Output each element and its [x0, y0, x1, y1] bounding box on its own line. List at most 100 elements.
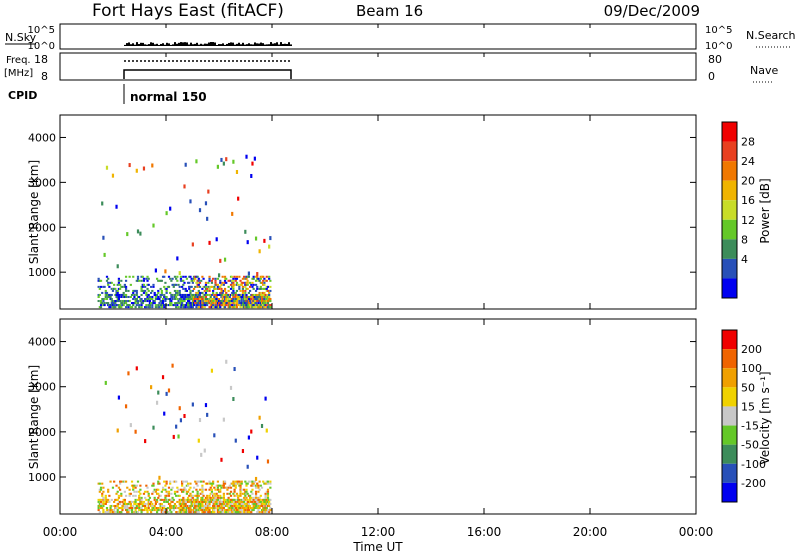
range-cell [258, 279, 261, 282]
range-cell [240, 482, 243, 485]
range-cell [231, 279, 234, 282]
range-cell [153, 496, 156, 499]
range-cell [145, 297, 148, 301]
range-cell [170, 492, 173, 495]
range-cell [148, 295, 152, 298]
colorbar-swatch [722, 463, 737, 483]
y-tick-label: 2000 [28, 221, 56, 234]
range-cell [265, 504, 268, 508]
range-cell [139, 231, 142, 236]
range-cell [198, 488, 202, 491]
range-cell [157, 390, 160, 395]
range-cell [239, 486, 242, 489]
range-cell [234, 507, 237, 510]
range-cell [164, 269, 167, 274]
range-cell [227, 279, 230, 282]
range-cell [245, 295, 248, 298]
range-cell [152, 507, 155, 510]
range-cell [99, 304, 103, 307]
range-cell [226, 498, 229, 501]
range-cell [208, 275, 211, 278]
range-cell [200, 507, 203, 510]
range-cell [102, 304, 105, 307]
nsky-panel: N.Sky 10^5 10^0 10^5 10^0 N.Search [5, 23, 796, 52]
range-cell [188, 287, 191, 290]
range-cell [206, 482, 209, 485]
range-cell [169, 504, 172, 508]
range-cell [263, 509, 266, 512]
range-cell [102, 300, 105, 303]
range-cell [257, 306, 260, 309]
range-cell [214, 297, 217, 301]
range-cell [209, 306, 212, 309]
range-cell [266, 302, 270, 305]
range-cell [124, 509, 128, 512]
range-cell [234, 482, 237, 485]
range-cell [254, 492, 258, 495]
range-cell [110, 302, 113, 305]
range-cell [250, 507, 253, 510]
range-cell [163, 504, 166, 508]
colorbar-swatch [722, 406, 737, 426]
range-cell [99, 486, 103, 489]
range-cell [182, 502, 185, 505]
range-cell [265, 502, 268, 505]
range-cell [136, 502, 140, 505]
range-cell [210, 279, 214, 282]
range-cell [178, 509, 181, 512]
range-cell [124, 275, 128, 278]
range-cell [257, 484, 260, 487]
nsky-bar [168, 43, 170, 46]
range-cell [258, 504, 261, 508]
range-cell [192, 304, 196, 307]
range-cell [254, 279, 258, 282]
range-cell [177, 434, 180, 439]
range-cell [128, 492, 131, 495]
range-cell [109, 297, 112, 301]
range-cell [204, 285, 208, 288]
range-cell [222, 486, 225, 489]
range-cell [175, 480, 178, 483]
range-cell [188, 494, 191, 497]
range-cell [179, 295, 183, 298]
range-cell [257, 293, 260, 296]
range-cell [173, 283, 177, 286]
range-cell [97, 498, 100, 501]
range-cell [256, 300, 259, 303]
range-cell [244, 297, 247, 301]
range-cell [160, 293, 163, 296]
range-cell [191, 297, 194, 301]
range-cell [197, 300, 200, 303]
range-cell [179, 498, 183, 501]
range-cell [183, 414, 186, 419]
range-cell [107, 488, 110, 491]
range-cell [157, 291, 160, 294]
range-cell [268, 502, 271, 505]
nsky-bar [260, 42, 262, 46]
range-cell [241, 293, 245, 296]
nsky-bar [142, 42, 144, 46]
range-cell [136, 295, 140, 298]
range-cell [196, 275, 199, 278]
range-cell [234, 480, 237, 483]
range-cell [179, 504, 183, 508]
range-cell [245, 502, 248, 505]
range-cell [179, 488, 183, 491]
range-cell [129, 295, 132, 298]
range-cell [233, 306, 236, 309]
range-cell [259, 484, 262, 487]
range-cell [231, 500, 234, 503]
range-cell [244, 283, 247, 286]
range-cell [197, 304, 200, 307]
range-cell [151, 509, 154, 512]
range-cell [134, 306, 137, 309]
range-cell [159, 300, 162, 303]
range-cell [189, 482, 192, 485]
range-cell [208, 482, 211, 485]
range-cell [201, 488, 204, 491]
range-cell [179, 418, 183, 423]
range-cell [232, 281, 235, 284]
range-cell [121, 507, 124, 510]
range-cell [114, 504, 117, 508]
range-cell [200, 304, 203, 307]
